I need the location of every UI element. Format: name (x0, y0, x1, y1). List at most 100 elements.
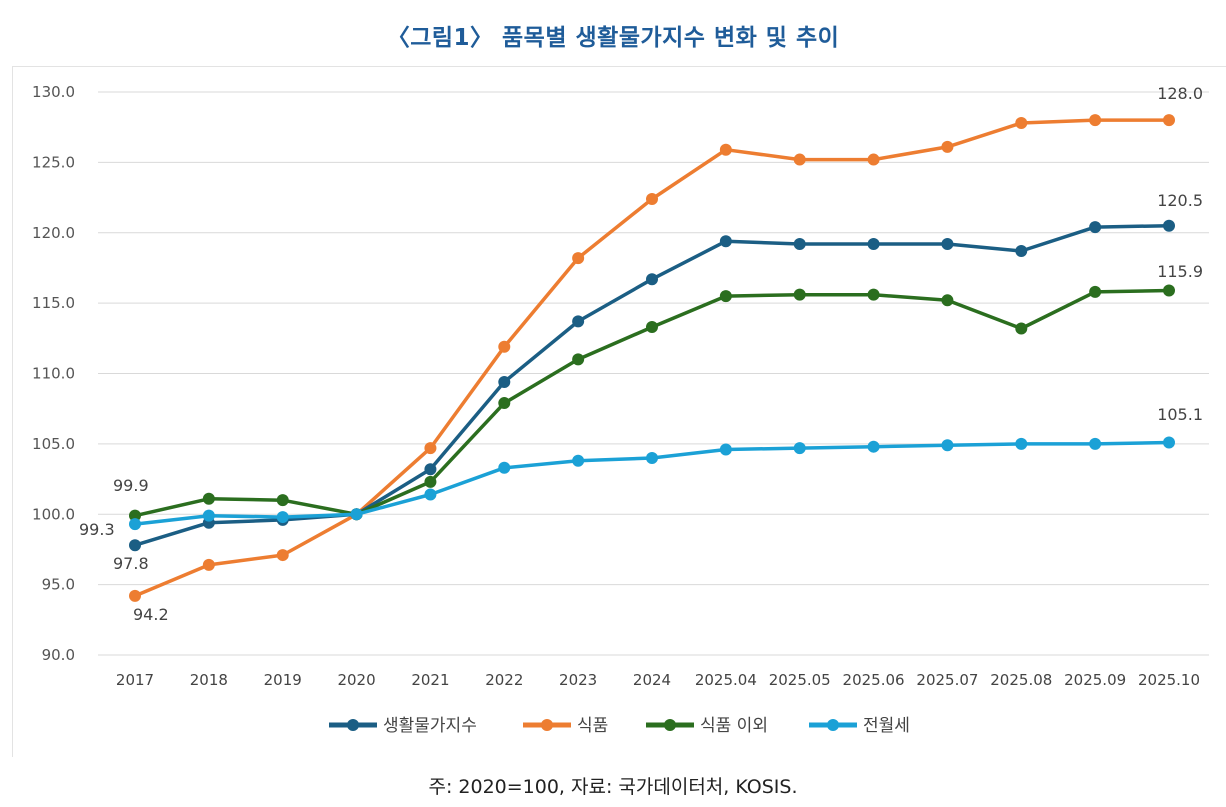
data-point (202, 492, 215, 505)
x-tick-label: 2017 (116, 671, 154, 689)
data-label: 115.9 (1157, 262, 1203, 281)
data-label: 105.1 (1157, 405, 1203, 424)
data-point (572, 454, 585, 467)
chart-area: 130.0 125.0 120.0 115.0 110.0 105.0 100.0 95.0 9… (12, 66, 1226, 757)
data-point (129, 589, 141, 602)
footnote: 주: 2020=100, 자료: 국가데이터처, KOSIS. (428, 776, 798, 798)
data-point (498, 461, 511, 474)
y-tick-label: 90.0 (42, 646, 75, 664)
x-tick-label: 2025.10 (1138, 671, 1200, 689)
data-point (424, 442, 437, 455)
data-point (276, 511, 289, 524)
data-point (498, 340, 511, 353)
data-point (1163, 436, 1175, 449)
data-point (867, 288, 880, 301)
data-point (498, 397, 511, 410)
data-point (793, 153, 806, 166)
x-tick-label: 2018 (190, 671, 228, 689)
x-tick-label: 2022 (485, 671, 523, 689)
data-point (1015, 116, 1028, 129)
data-label: 120.5 (1157, 191, 1203, 210)
y-tick-label: 115.0 (32, 294, 75, 312)
data-point (1163, 284, 1175, 297)
legend-swatch-marker (827, 719, 839, 731)
legend-swatch-marker (347, 719, 359, 731)
x-tick-label: 2020 (337, 671, 375, 689)
x-tick-label: 2024 (633, 671, 671, 689)
data-point (498, 375, 511, 388)
data-label: 128.0 (1157, 84, 1203, 103)
data-label: 97.8 (113, 554, 149, 573)
y-tick-label: 120.0 (32, 224, 75, 242)
data-point (572, 315, 585, 328)
x-tick-label: 2023 (559, 671, 597, 689)
series-line (134, 118, 1169, 598)
data-point (941, 439, 954, 452)
data-point (1163, 114, 1175, 127)
data-point (793, 288, 806, 301)
data-label: 99.3 (79, 520, 115, 539)
data-point (1089, 114, 1102, 127)
y-tick-label: 125.0 (32, 153, 75, 171)
data-point (572, 252, 585, 265)
data-point (793, 238, 806, 251)
data-point (1015, 245, 1028, 258)
x-tick-label: 2025.07 (916, 671, 978, 689)
data-point (276, 549, 289, 562)
data-point (941, 140, 954, 153)
data-point (646, 273, 658, 286)
y-tick-label: 130.0 (32, 83, 75, 101)
data-point (646, 192, 658, 205)
chart-title: 〈그림1〉 품목별 생활물가지수 변화 및 추이 (386, 25, 840, 51)
data-point (424, 475, 437, 488)
data-point (129, 509, 141, 522)
data-point (129, 539, 141, 552)
data-point (867, 153, 880, 166)
data-point (867, 440, 880, 453)
legend-label: 식품 이외 (700, 716, 768, 736)
data-point (202, 558, 215, 571)
data-point (941, 238, 954, 251)
data-point (867, 238, 880, 251)
data-point (1089, 221, 1102, 234)
legend-swatch-marker (541, 719, 553, 731)
x-tick-label: 2019 (264, 671, 302, 689)
data-point (1089, 285, 1102, 298)
data-label: 94.2 (133, 605, 169, 624)
data-point (719, 143, 732, 156)
data-point (646, 321, 658, 334)
data-point (202, 509, 215, 522)
data-point (1089, 437, 1102, 450)
data-point (719, 235, 732, 248)
data-point (793, 442, 806, 455)
data-point (129, 518, 141, 531)
y-tick-label: 105.0 (32, 435, 75, 453)
legend-label: 식품 (577, 716, 608, 736)
x-tick-label: 2025.08 (990, 671, 1052, 689)
legend-swatch-marker (664, 719, 676, 731)
data-point (424, 463, 437, 476)
x-tick-label: 2025.09 (1064, 671, 1126, 689)
y-tick-label: 110.0 (32, 365, 75, 383)
data-point (1163, 219, 1175, 232)
data-label: 99.9 (113, 476, 149, 495)
x-tick-label: 2025.06 (843, 671, 905, 689)
data-point (572, 353, 585, 366)
line-chart: 130.0 125.0 120.0 115.0 110.0 105.0 100.0 95.0 9… (32, 83, 1209, 736)
legend-label: 전월세 (863, 716, 910, 736)
data-point (276, 494, 289, 507)
data-point (424, 488, 437, 501)
x-tick-label: 2021 (411, 671, 449, 689)
data-point (646, 451, 658, 464)
y-tick-label: 100.0 (32, 505, 75, 523)
data-point (350, 508, 363, 521)
data-point (1015, 437, 1028, 450)
x-tick-label: 2025.05 (769, 671, 831, 689)
legend-label: 생활물가지수 (383, 716, 477, 736)
data-point (719, 443, 732, 456)
y-tick-label: 95.0 (42, 576, 75, 594)
x-tick-label: 2025.04 (695, 671, 757, 689)
data-point (1015, 322, 1028, 335)
data-point (941, 294, 954, 307)
data-point (719, 290, 732, 303)
